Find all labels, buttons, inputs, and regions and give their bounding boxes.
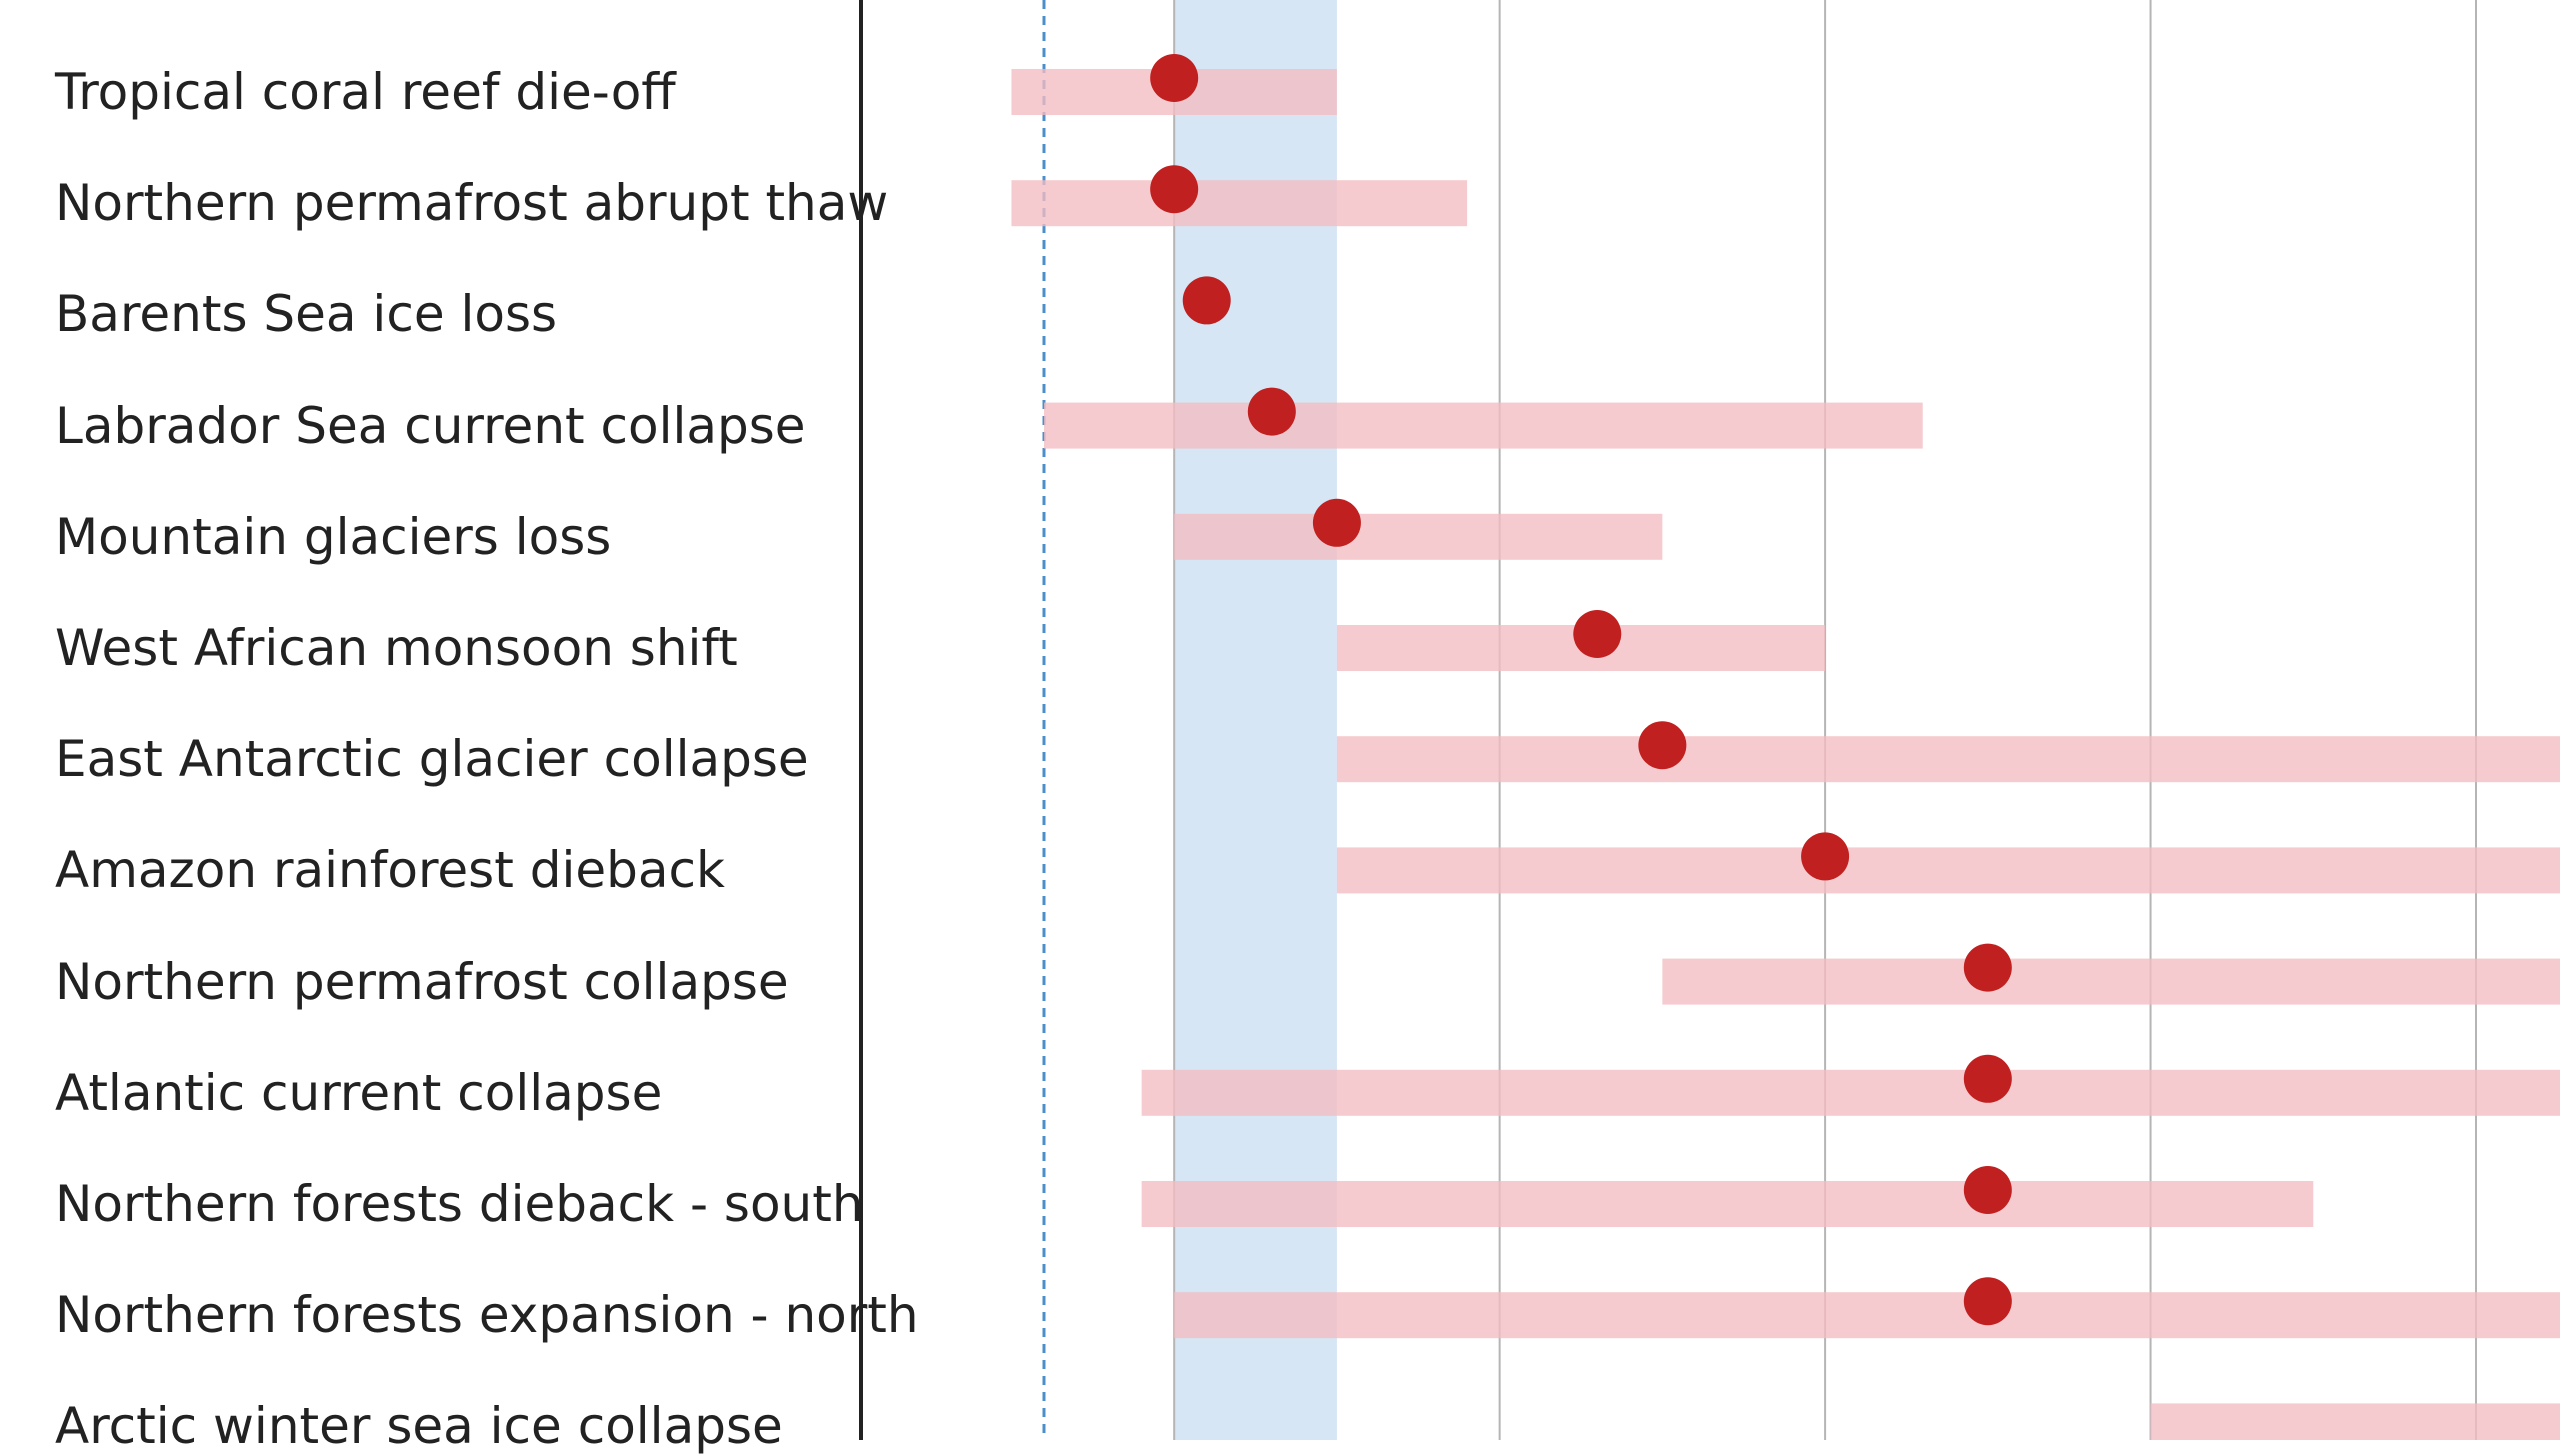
central-dots xyxy=(1150,54,2012,1326)
range-bar-4 xyxy=(1174,513,1663,560)
range-bars xyxy=(1011,69,2560,1440)
category-label-2: Barents Sea ice loss xyxy=(55,285,558,344)
central-dot-5 xyxy=(1573,610,1622,658)
central-dot-2 xyxy=(1182,276,1231,325)
range-bar-9 xyxy=(1141,1069,2560,1116)
category-label-11: Northern forests expansion - north xyxy=(55,1286,919,1345)
central-dot-1 xyxy=(1150,165,1199,214)
category-label-7: Amazon rainforest dieback xyxy=(55,841,725,900)
category-label-4: Mountain glaciers loss xyxy=(55,507,612,566)
category-label-5: West African monsoon shift xyxy=(55,619,738,677)
central-dot-6 xyxy=(1638,721,1687,770)
category-label-12: Arctic winter sea ice collapse xyxy=(55,1397,783,1455)
central-dot-8 xyxy=(1963,943,2012,992)
central-dot-9 xyxy=(1963,1054,2012,1103)
category-label-10: Northern forests dieback - south xyxy=(55,1175,864,1233)
central-dot-0 xyxy=(1150,54,1199,102)
range-bar-7 xyxy=(1336,847,2560,894)
range-bar-1 xyxy=(1011,180,1468,227)
range-bar-6 xyxy=(1336,736,2560,783)
range-bar-10 xyxy=(1141,1181,2314,1227)
central-dot-3 xyxy=(1247,387,1296,436)
range-bar-3 xyxy=(1044,402,1923,449)
central-dot-7 xyxy=(1801,832,1850,881)
category-label-8: Northern permafrost collapse xyxy=(55,952,789,1011)
range-bar-8 xyxy=(1662,958,2560,1005)
central-dot-11 xyxy=(1963,1277,2012,1326)
central-dot-4 xyxy=(1312,498,1361,547)
category-label-9: Atlantic current collapse xyxy=(55,1063,663,1122)
category-label-0: Tropical coral reef die-off xyxy=(55,63,676,121)
category-label-6: East Antarctic glacier collapse xyxy=(55,730,809,789)
category-label-1: Northern permafrost abrupt thaw xyxy=(55,174,889,233)
central-dot-10 xyxy=(1963,1166,2012,1214)
range-bar-11 xyxy=(1174,1292,2560,1339)
range-bar-12 xyxy=(2150,1403,2560,1440)
category-label-3: Labrador Sea current collapse xyxy=(55,396,806,455)
